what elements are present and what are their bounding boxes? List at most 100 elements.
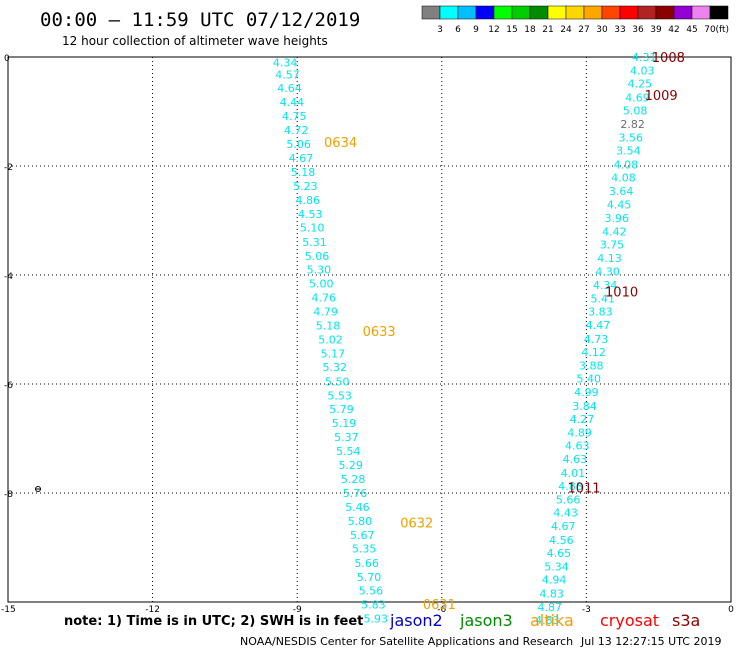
data-point: 4.08 (614, 158, 639, 171)
colorbar-label: 33 (614, 25, 625, 35)
colorbar-label: 42 (668, 25, 679, 35)
colorbar-label: 45 (686, 25, 697, 35)
pass-label: 0632 (400, 516, 433, 531)
data-point: 5.54 (336, 445, 361, 458)
colorbar-label: 30 (596, 25, 608, 35)
data-point: 4.57 (275, 68, 300, 81)
colorbar-swatch (421, 5, 441, 20)
data-point: 4.27 (570, 413, 595, 426)
colorbar-label: 21 (542, 25, 553, 35)
colorbar-swatch (583, 5, 603, 20)
data-point: 4.44 (280, 96, 305, 109)
y-tick-label: -2 (4, 163, 13, 173)
data-point: 5.56 (359, 585, 384, 598)
satellite-altika: altika (530, 611, 574, 630)
data-point: 4.31 (632, 51, 657, 64)
colorbar-label: 27 (578, 25, 589, 35)
pass-labels: 0634 0633 0632 0631 1008 1009 1010 1011 (324, 51, 685, 613)
data-point: 4.87 (538, 601, 563, 614)
data-point: 5.70 (357, 571, 382, 584)
data-point: 3.56 (618, 132, 643, 145)
data-point: 3.54 (616, 145, 641, 158)
data-point: 4.79 (313, 306, 338, 319)
data-point: 3.64 (609, 185, 634, 198)
data-point: 4.03 (630, 65, 655, 78)
data-point: 4.75 (282, 110, 307, 123)
data-point: 5.67 (350, 529, 375, 542)
grid (8, 57, 731, 602)
colorbar-label: 18 (524, 25, 536, 35)
colorbar-label: 36 (632, 25, 644, 35)
pass-label: 0633 (363, 325, 396, 340)
axis-ticks: -15 -12 -9 -6 -3 0 0 -2 -4 -6 -8 (1, 54, 734, 615)
data-point: 5.30 (307, 264, 332, 277)
data-point: 5.32 (323, 361, 348, 374)
colorbar-swatch (439, 5, 459, 20)
data-point: 4.83 (535, 614, 560, 627)
data-point: 4.94 (542, 574, 567, 587)
colorbar-swatch (493, 5, 513, 20)
colorbar-swatch (457, 5, 477, 20)
x-tick-label: -12 (145, 605, 160, 615)
data-point: 5.08 (623, 104, 648, 117)
data-point: 4.99 (574, 386, 599, 399)
satellite-jason2: jason2 (389, 611, 443, 630)
data-point: 5.46 (345, 501, 370, 514)
colorbar-label: 39 (650, 25, 662, 35)
pass-label: 1008 (652, 51, 685, 66)
data-point: 4.67 (289, 152, 314, 165)
origin-marker (35, 486, 41, 492)
data-point: 3.96 (605, 212, 630, 225)
data-point: 4.08 (611, 171, 636, 184)
colorbar-swatch (565, 5, 585, 20)
data-point: 5.37 (334, 431, 359, 444)
data-point: 3.83 (588, 306, 613, 319)
colorbar: 3 6 9 12 15 18 21 24 27 30 33 36 39 42 45 70 (ft) (421, 5, 729, 35)
y-tick-label: -6 (4, 381, 13, 391)
data-point: 4.67 (551, 520, 576, 533)
plot-frame (7, 56, 732, 603)
data-point: 4.88 (558, 480, 583, 493)
data-point: 5.66 (354, 557, 379, 570)
data-point: 4.53 (298, 208, 323, 221)
data-point: 5.83 (361, 599, 386, 612)
colorbar-label: 15 (506, 25, 517, 35)
data-point: 5.31 (302, 236, 327, 249)
satellite-s3a: s3a (672, 611, 700, 630)
colorbar-swatch (637, 5, 657, 20)
colorbar-label: 70 (704, 25, 716, 35)
colorbar-swatch (673, 5, 693, 20)
data-point: 5.18 (316, 320, 341, 333)
data-point: 5.66 (556, 494, 581, 507)
data-point: 5.35 (352, 543, 377, 556)
data-point: 5.23 (293, 180, 318, 193)
colorbar-label: 24 (560, 25, 572, 35)
data-point: 4.89 (567, 427, 592, 440)
colorbar-swatch (529, 5, 549, 20)
colorbar-swatch (547, 5, 567, 20)
x-tick-label: -9 (293, 605, 302, 615)
data-point: 5.53 (327, 389, 352, 402)
data-point: 4.43 (553, 507, 578, 520)
y-tick-label: -4 (4, 272, 13, 282)
x-tick-label: -6 (437, 605, 446, 615)
chart-subtitle: 12 hour collection of altimeter wave hei… (62, 34, 328, 48)
data-point: 5.06 (305, 250, 330, 263)
pass-label: 0631 (423, 598, 456, 613)
pass-label: 0634 (324, 136, 357, 151)
data-point: 4.69 (625, 91, 650, 104)
data-point: 4.34 (593, 279, 618, 292)
data-point: 4.65 (547, 547, 572, 560)
colorbar-swatch (709, 5, 729, 20)
data-point: 5.02 (318, 333, 343, 346)
data-point: 2.82 (620, 118, 645, 131)
colorbar-swatch (691, 5, 711, 20)
data-point: 4.30 (595, 266, 620, 279)
data-point: 4.12 (581, 346, 606, 359)
data-point: 5.10 (300, 222, 325, 235)
data-point: 4.56 (549, 534, 574, 547)
colorbar-swatch (655, 5, 675, 20)
colorbar-label: 3 (437, 25, 443, 35)
data-point: 4.25 (628, 78, 653, 91)
